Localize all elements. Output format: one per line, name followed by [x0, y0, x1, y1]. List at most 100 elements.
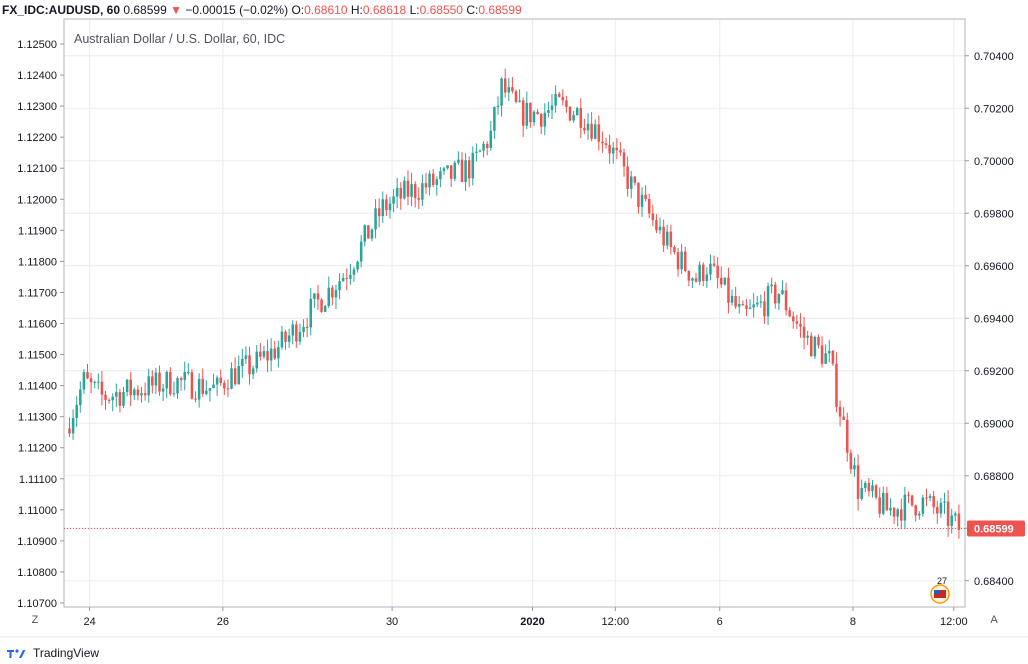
last-price-line: 0.68599 — [64, 520, 1025, 537]
candle — [309, 288, 313, 336]
candle — [860, 479, 863, 501]
candle-body — [399, 187, 403, 199]
candle — [269, 338, 273, 372]
left-tick-label: 1.11300 — [18, 412, 57, 424]
candle — [151, 370, 154, 394]
candle — [820, 336, 824, 368]
candle-body — [439, 171, 442, 180]
candle-body — [828, 350, 831, 354]
candle — [302, 319, 305, 338]
candle-body — [795, 321, 799, 324]
candle — [705, 267, 709, 288]
candle-body — [453, 162, 457, 179]
candle — [864, 481, 867, 493]
candle-body — [341, 277, 345, 282]
candle-body — [71, 417, 75, 434]
candle-body — [892, 507, 896, 517]
candle — [788, 306, 791, 318]
candle — [219, 369, 222, 387]
candle-body — [925, 497, 928, 499]
candle-body — [482, 143, 485, 151]
candle-body — [338, 281, 341, 291]
left-tick-label: 1.11400 — [18, 381, 57, 393]
candle — [287, 328, 291, 348]
candle — [701, 262, 705, 287]
flag-canton — [934, 590, 939, 594]
candle — [921, 494, 925, 517]
candle-body — [442, 168, 446, 172]
right-tick-label: 0.70000 — [974, 156, 1014, 168]
candle — [683, 246, 687, 273]
candle-body — [669, 231, 673, 248]
candle-body — [464, 160, 467, 182]
candle — [97, 373, 100, 390]
candle-body — [561, 96, 565, 101]
candle-body — [176, 378, 179, 394]
x-tick-label: 12:00 — [602, 616, 630, 628]
candle-body — [683, 251, 687, 271]
candle — [176, 376, 179, 399]
candle — [655, 214, 658, 234]
candle — [539, 112, 543, 135]
candle-body — [158, 372, 161, 392]
candle-body — [723, 277, 727, 285]
candle — [475, 143, 478, 162]
right-tick-label: 0.68400 — [974, 576, 1014, 588]
candle-body — [421, 183, 424, 200]
candle — [813, 335, 817, 360]
candle-body — [529, 102, 532, 123]
candle — [352, 266, 356, 282]
candle-body — [280, 331, 284, 348]
left-tick-label: 1.10900 — [17, 536, 57, 548]
candle — [658, 217, 662, 234]
candle — [885, 486, 889, 511]
candle — [478, 149, 482, 153]
candle — [244, 346, 248, 364]
candle-body — [305, 326, 309, 328]
right-tick-label: 0.69000 — [974, 418, 1014, 430]
candle — [730, 289, 734, 306]
candle — [547, 101, 550, 118]
candle — [817, 334, 820, 349]
candle-body — [363, 225, 367, 242]
auto-scale-button[interactable]: A — [990, 614, 998, 626]
candle — [792, 311, 795, 329]
candle-body — [737, 303, 741, 307]
candle — [154, 367, 158, 394]
candle-body — [784, 290, 788, 311]
candle-body — [129, 379, 132, 396]
candle — [71, 409, 75, 440]
candle-body — [431, 173, 435, 185]
candle — [442, 166, 446, 175]
left-tick-label: 1.12100 — [17, 163, 57, 175]
candle — [511, 77, 514, 94]
candle — [691, 277, 694, 289]
candle — [334, 284, 338, 310]
candle-body — [107, 399, 111, 401]
candle — [615, 138, 619, 160]
candle — [579, 98, 583, 139]
candle — [878, 487, 881, 518]
tradingview-logo-icon — [7, 649, 26, 658]
candle-body — [75, 405, 78, 418]
candle — [925, 488, 928, 506]
candle — [104, 390, 107, 410]
candle-body — [539, 114, 543, 127]
candle — [597, 115, 601, 151]
candle-body — [655, 220, 658, 231]
candle-body — [719, 277, 723, 285]
candle — [367, 225, 370, 239]
x-tick-label: 26 — [217, 616, 229, 628]
candle-body — [205, 390, 208, 395]
candle-body — [467, 160, 471, 179]
symbol-name[interactable]: FX_IDC:AUDUSD, 60 — [2, 3, 121, 17]
candle-body — [914, 505, 917, 516]
zoom-button[interactable]: Z — [31, 614, 39, 626]
candle — [446, 165, 449, 170]
left-price-axis: 1.12500 1.12400 1.12300 1.12200 1.12100 1.120… — [17, 39, 64, 610]
right-tick-label: 0.70400 — [974, 51, 1014, 63]
footer-brand[interactable]: TradingView — [6, 643, 99, 663]
candle-body — [79, 389, 82, 406]
candle-body — [104, 394, 107, 400]
